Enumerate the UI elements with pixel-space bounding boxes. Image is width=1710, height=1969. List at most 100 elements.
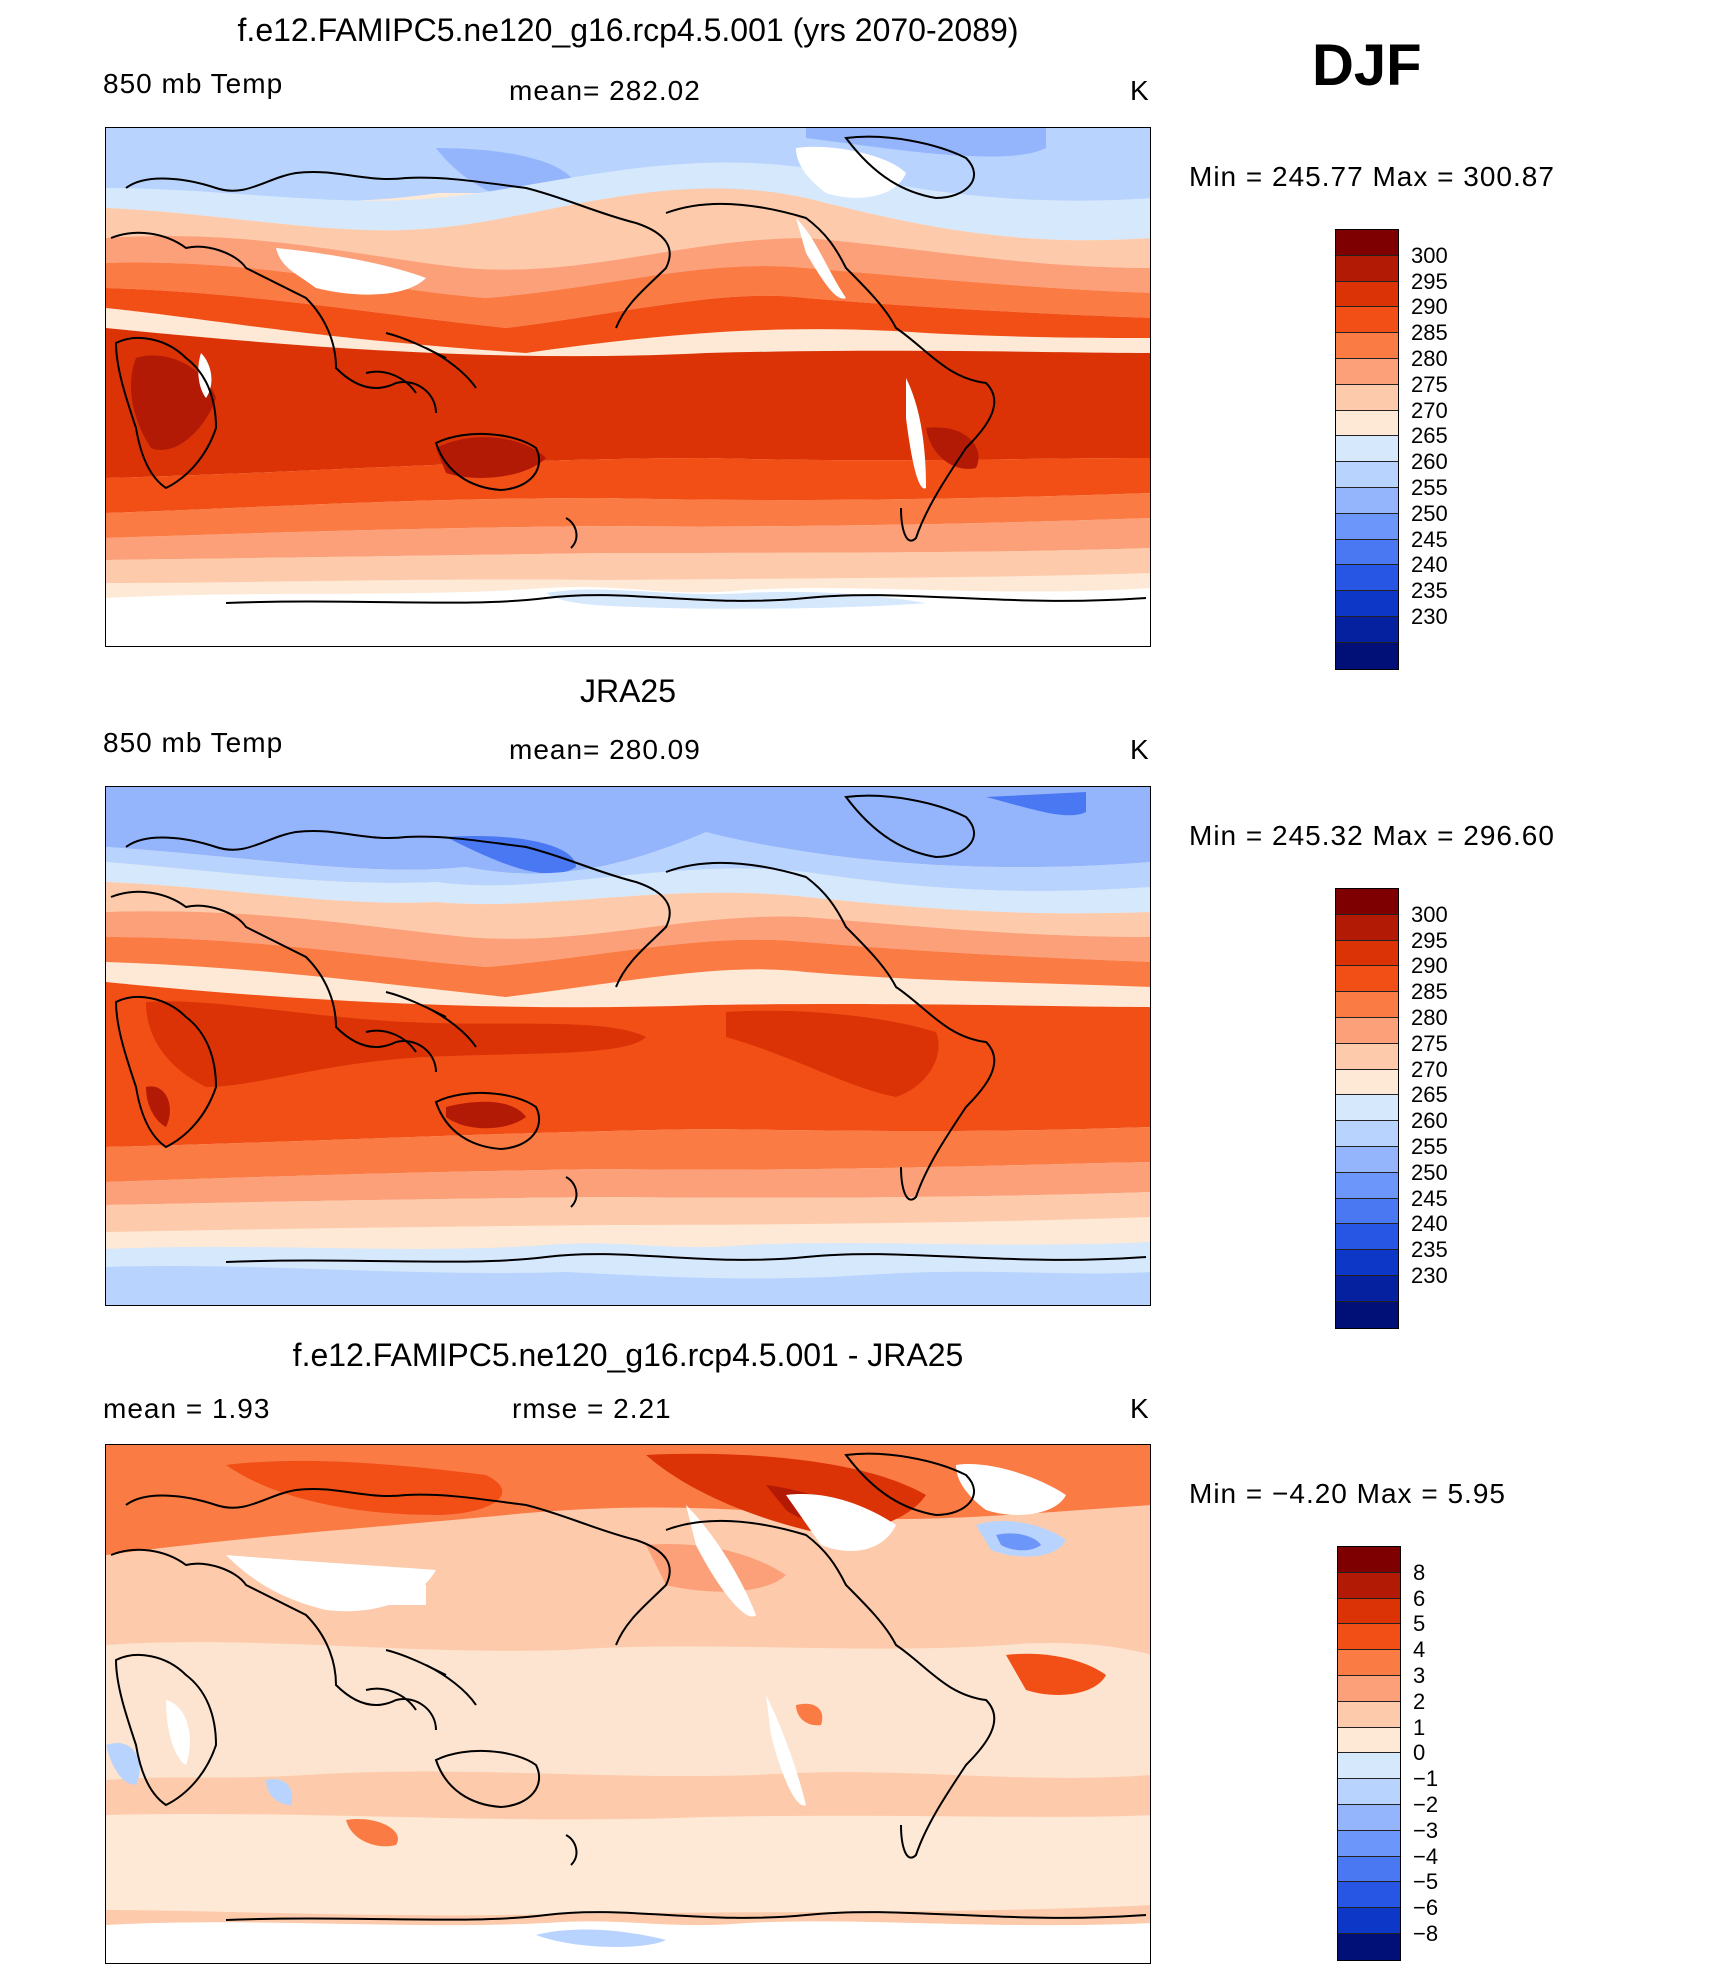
colorbar-label: 245 — [1411, 1185, 1448, 1211]
colorbar-swatch — [1336, 1121, 1398, 1147]
colorbar-swatch — [1336, 1250, 1398, 1276]
colorbar-swatch — [1338, 1882, 1400, 1909]
colorbar-label: −8 — [1413, 1921, 1439, 1946]
colorbar-label: −5 — [1413, 1869, 1439, 1895]
panel-2-map — [105, 786, 1151, 1306]
colorbar-swatch — [1338, 1804, 1400, 1831]
panel-3-title: f.e12.FAMIPC5.ne120_g16.rcp4.5.001 - JRA… — [292, 1337, 964, 1373]
panel-1-units-label: K — [1130, 75, 1150, 106]
panel-1-title: f.e12.FAMIPC5.ne120_g16.rcp4.5.001 (yrs … — [237, 12, 1019, 48]
colorbar-label: 230 — [1411, 604, 1448, 629]
panel-2-variable-label: 850 mb Temp — [103, 727, 284, 758]
colorbar-label: 265 — [1411, 423, 1448, 449]
colorbar-label: 295 — [1411, 927, 1448, 953]
colorbar-swatch — [1336, 1017, 1398, 1044]
colorbar-label: 5 — [1413, 1611, 1426, 1637]
colorbar-label: 275 — [1411, 1030, 1448, 1056]
season-label: DJF — [1312, 33, 1422, 98]
colorbar-swatch — [1338, 1598, 1400, 1625]
colorbar-swatch — [1338, 1650, 1400, 1676]
colorbar-swatch — [1336, 307, 1398, 334]
colorbar-label: 235 — [1411, 578, 1448, 604]
colorbar-swatch — [1338, 1753, 1400, 1780]
colorbar-label: 3 — [1413, 1663, 1426, 1688]
colorbar-label: 250 — [1411, 500, 1448, 526]
colorbar-swatch — [1338, 1779, 1400, 1805]
colorbar-swatch — [1336, 591, 1398, 617]
colorbar-label: 300 — [1411, 242, 1448, 268]
colorbar-swatch — [1336, 487, 1398, 514]
colorbar-swatch — [1338, 1572, 1400, 1599]
colorbar-label: −3 — [1413, 1817, 1439, 1843]
colorbar-swatch — [1338, 1933, 1400, 1960]
colorbar-swatch — [1336, 410, 1398, 437]
colorbar-swatch — [1336, 436, 1398, 463]
colorbar-swatch — [1336, 616, 1398, 643]
colorbar-label: 285 — [1411, 979, 1448, 1005]
colorbar-label: 255 — [1411, 1134, 1448, 1159]
colorbar-swatch — [1336, 230, 1398, 256]
colorbar-swatch — [1336, 565, 1398, 592]
panel-1-map-svg — [106, 128, 1150, 646]
panel-3-map — [105, 1444, 1151, 1964]
panel-1-colorbar-swatches — [1335, 229, 1399, 670]
colorbar-swatch — [1338, 1701, 1400, 1728]
colorbar-swatch — [1336, 642, 1398, 669]
colorbar-swatch — [1336, 1275, 1398, 1302]
colorbar-label: 295 — [1411, 268, 1448, 294]
colorbar-label: 230 — [1411, 1263, 1448, 1288]
panel-3-mean-label: mean = 1.93 — [103, 1393, 271, 1424]
colorbar-label: 1 — [1413, 1714, 1426, 1740]
colorbar-label: 270 — [1411, 397, 1448, 423]
colorbar-label: 255 — [1411, 475, 1448, 500]
panel-3-colorbar-swatches — [1337, 1546, 1401, 1961]
colorbar-swatch — [1336, 1146, 1398, 1173]
colorbar-swatch — [1338, 1727, 1400, 1754]
colorbar-swatch — [1336, 1301, 1398, 1328]
colorbar-swatch — [1336, 255, 1398, 282]
colorbar-label: 270 — [1411, 1056, 1448, 1082]
colorbar-label: 300 — [1411, 901, 1448, 927]
colorbar-label: 260 — [1411, 1108, 1448, 1134]
colorbar-label: 8 — [1413, 1559, 1426, 1585]
panel-2-mean-label: mean= 280.09 — [509, 734, 701, 765]
colorbar-swatch — [1336, 384, 1398, 411]
colorbar-swatch — [1338, 1856, 1400, 1883]
colorbar-label: 250 — [1411, 1159, 1448, 1185]
colorbar-swatch — [1336, 513, 1398, 540]
colorbar-label: 235 — [1411, 1237, 1448, 1263]
colorbar-label: 280 — [1411, 346, 1448, 371]
colorbar-swatch — [1336, 940, 1398, 967]
colorbar-label: 290 — [1411, 294, 1448, 320]
panel-1-minmax: Min = 245.77 Max = 300.87 — [1189, 161, 1555, 192]
colorbar-swatch — [1336, 992, 1398, 1018]
colorbar-swatch — [1338, 1547, 1400, 1573]
colorbar-label: 2 — [1413, 1688, 1426, 1714]
colorbar-swatch — [1338, 1908, 1400, 1934]
colorbar-label: 240 — [1411, 1211, 1448, 1237]
colorbar-label: 245 — [1411, 526, 1448, 552]
colorbar-label: 285 — [1411, 320, 1448, 346]
colorbar-swatch — [1336, 914, 1398, 941]
panel-3-minmax: Min = −4.20 Max = 5.95 — [1189, 1478, 1506, 1509]
colorbar-label: 0 — [1413, 1740, 1426, 1766]
panel-3-units-label: K — [1130, 1393, 1150, 1424]
colorbar-swatch — [1336, 333, 1398, 359]
colorbar-label: 4 — [1413, 1637, 1426, 1663]
colorbar-label: −4 — [1413, 1843, 1439, 1869]
panel-2-title: JRA25 — [579, 673, 677, 709]
panel-2-units-label: K — [1130, 734, 1150, 765]
colorbar-swatch — [1338, 1675, 1400, 1702]
colorbar-swatch — [1336, 889, 1398, 915]
panel-2-colorbar-swatches — [1335, 888, 1399, 1329]
panel-1-mean-label: mean= 282.02 — [509, 75, 701, 106]
panel-1-map — [105, 127, 1151, 647]
colorbar-swatch — [1336, 462, 1398, 488]
colorbar-label: 260 — [1411, 449, 1448, 475]
colorbar-swatch — [1336, 358, 1398, 385]
panel-3-map-svg — [106, 1445, 1150, 1963]
colorbar-label: 290 — [1411, 953, 1448, 979]
colorbar-swatch — [1338, 1830, 1400, 1857]
colorbar-label: 265 — [1411, 1082, 1448, 1108]
colorbar-label: 275 — [1411, 371, 1448, 397]
